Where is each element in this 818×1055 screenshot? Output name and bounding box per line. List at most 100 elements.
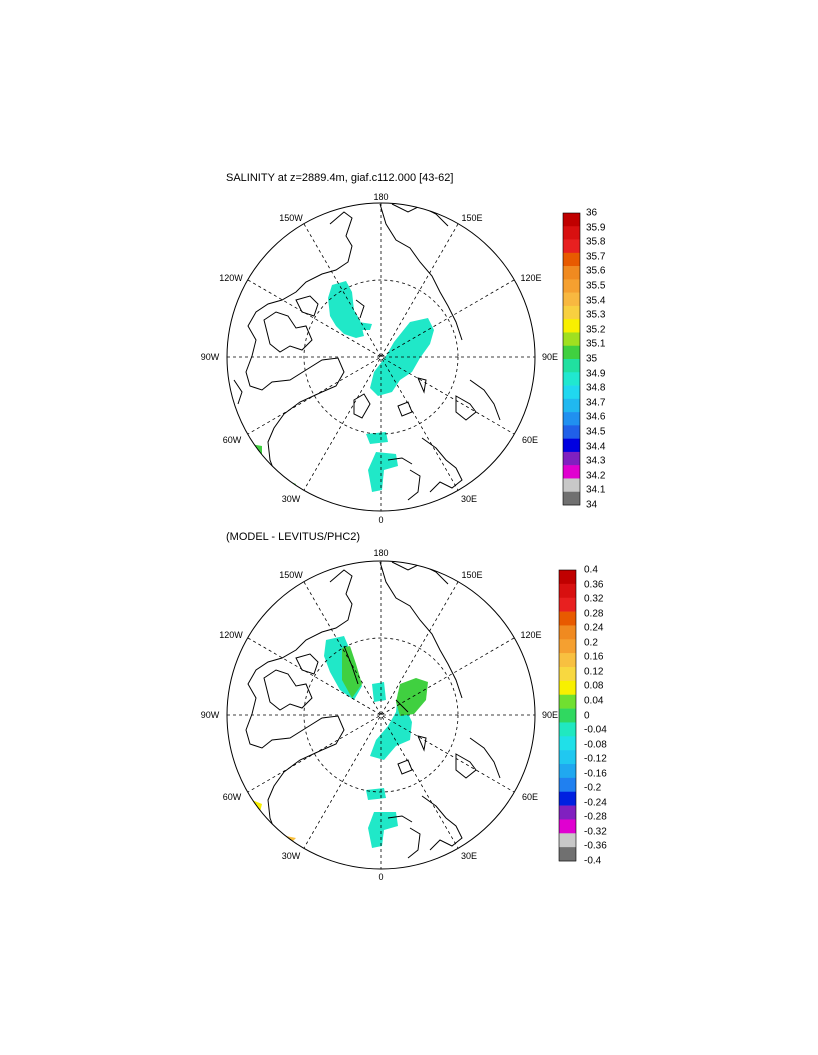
colorbar-tick-label: 34.2 (586, 470, 606, 482)
lon-label-0: 0 (378, 515, 384, 525)
colorbar-tick-label: 34.7 (586, 397, 606, 409)
colorbar-swatch (559, 791, 576, 806)
colorbar-tick-label: 34.6 (586, 411, 606, 423)
colorbar-tick-label: -0.16 (584, 768, 607, 780)
colorbar-swatch (559, 680, 576, 696)
colorbar-swatch (559, 736, 576, 751)
lon-label-60e: 60E (521, 792, 539, 802)
colorbar-swatch (563, 319, 580, 333)
lon-label-30e: 30E (460, 494, 478, 504)
colorbar-swatch (559, 805, 576, 820)
colorbar-swatch (559, 625, 576, 640)
colorbar-swatch (559, 597, 576, 612)
colorbar-tick-label: 34.8 (586, 382, 606, 394)
colorbar-swatch (559, 653, 576, 668)
colorbar-swatch (563, 279, 580, 293)
graticule (227, 203, 535, 511)
lon-label-60w: 60W (222, 435, 242, 445)
colorbar-swatch (563, 226, 580, 240)
colorbar-swatch (563, 345, 580, 360)
colorbar-tick-label: 0.2 (584, 637, 598, 649)
graticule (227, 561, 535, 869)
colorbar-swatch (563, 239, 580, 254)
panel1-title: SALINITY at z=2889.4m, giaf.c112.000 [43… (226, 172, 454, 184)
colorbar-tick-label: -0.4 (584, 855, 602, 867)
lon-label-60w: 60W (222, 792, 242, 802)
panel2-colorbar (558, 569, 577, 862)
lon-label-30e: 30E (460, 851, 478, 861)
colorbar-swatch (563, 491, 580, 506)
colorbar-swatch (563, 438, 580, 453)
lon-label-150w: 150W (279, 570, 303, 580)
difference-patch (368, 812, 398, 848)
difference-patch (342, 646, 362, 698)
colorbar-tick-label: 0.36 (584, 579, 604, 591)
colorbar-tick-label: -0.12 (584, 753, 607, 765)
colorbar-tick-label: 35.7 (586, 251, 606, 263)
colorbar-swatch (563, 266, 580, 280)
colorbar-tick-label: 0.16 (584, 651, 604, 663)
colorbar-tick-label: 35.6 (586, 265, 606, 277)
lon-label-30w: 30W (281, 494, 301, 504)
lon-label-120e: 120E (520, 630, 542, 640)
colorbar-swatch (559, 764, 576, 779)
colorbar-tick-label: 0.4 (584, 564, 598, 576)
lon-label-90e: 90E (541, 352, 559, 362)
colorbar-swatch (563, 305, 580, 320)
colorbar-tick-label: -0.08 (584, 739, 607, 751)
colorbar-tick-label: 35.9 (586, 222, 606, 234)
lon-label-150e: 150E (461, 213, 483, 223)
colorbar-tick-label: 0.32 (584, 593, 604, 605)
colorbar-border (558, 569, 577, 862)
colorbar-tick-label: 36 (586, 207, 598, 219)
lon-label-180: 180 (373, 548, 389, 558)
colorbar-swatch (559, 833, 576, 848)
colorbar-tick-label: 35.4 (586, 295, 606, 307)
colorbar-tick-label: -0.04 (584, 724, 607, 736)
colorbar-tick-label: 0.04 (584, 695, 604, 707)
salinity-patch (328, 281, 364, 338)
colorbar-tick-label: 0.28 (584, 608, 604, 620)
panel1-map (226, 202, 581, 512)
colorbar-swatch (559, 570, 576, 585)
colorbar-tick-label: -0.28 (584, 811, 607, 823)
colorbar-tick-label: 0.24 (584, 622, 604, 634)
map-border (226, 560, 536, 870)
colorbar-tick-label: 0.08 (584, 680, 604, 692)
colorbar-swatch (563, 292, 580, 307)
colorbar-swatch (559, 819, 576, 834)
colorbar-tick-label: -0.24 (584, 797, 607, 809)
lon-label-30w: 30W (281, 851, 301, 861)
colorbar-swatch (559, 708, 576, 723)
salinity-patch (368, 452, 398, 492)
colorbar-swatch (563, 478, 580, 493)
panel1-colorbar (562, 212, 581, 506)
colorbar-tick-label: -0.36 (584, 840, 607, 852)
colorbar-swatch (559, 777, 576, 793)
lon-label-90w: 90W (200, 352, 220, 362)
colorbar-swatch (559, 750, 576, 765)
colorbar-tick-label: 34.3 (586, 455, 606, 467)
colorbar-tick-label: 34.4 (586, 441, 606, 453)
lon-label-180: 180 (373, 192, 389, 202)
lon-label-150w: 150W (279, 213, 303, 223)
colorbar-swatch (559, 847, 576, 862)
lon-label-90w: 90W (200, 710, 220, 720)
colorbar-tick-label: 35.2 (586, 324, 606, 336)
colorbar-tick-label: 34 (586, 499, 598, 511)
difference-patch (286, 836, 296, 842)
salinity-patch (366, 432, 388, 444)
colorbar-swatch (563, 398, 580, 413)
colorbar-swatch (563, 465, 580, 479)
lon-label-120w: 120W (219, 273, 243, 283)
colorbar-tick-label: 34.5 (586, 426, 606, 438)
colorbar-tick-label: 35.8 (586, 236, 606, 248)
colorbar-tick-label: 35.1 (586, 338, 606, 350)
colorbar-tick-label: 34.9 (586, 368, 606, 380)
colorbar-swatch (559, 722, 576, 737)
colorbar-swatch (559, 639, 576, 654)
lon-label-60e: 60E (521, 435, 539, 445)
difference-patch (396, 678, 428, 716)
colorbar-tick-label: 0.12 (584, 666, 604, 678)
colorbar-swatch (563, 213, 580, 227)
